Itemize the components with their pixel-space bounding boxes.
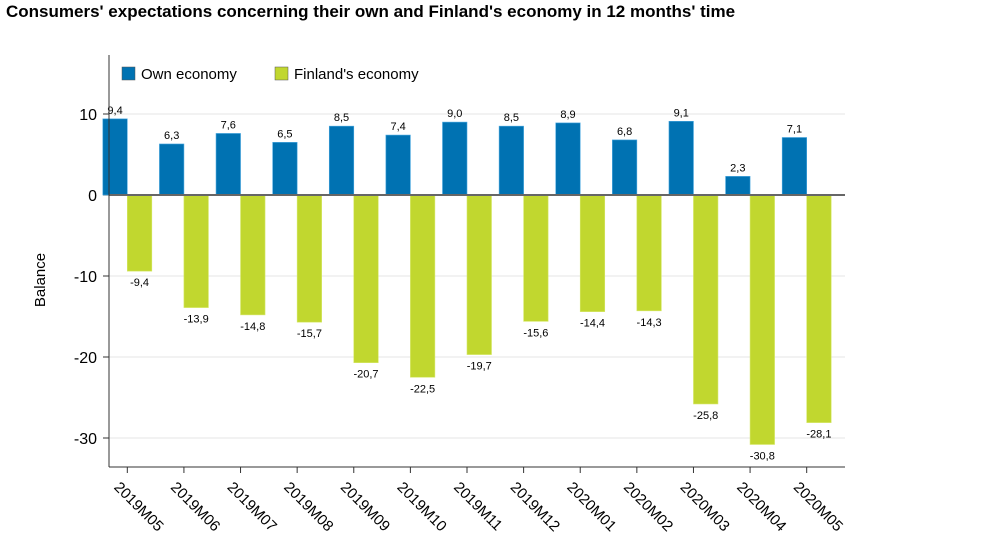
data-label: 6,8 (617, 126, 632, 138)
y-axis-label: Balance (32, 253, 49, 307)
data-label: -14,3 (637, 317, 662, 329)
y-tick-label: 0 (88, 188, 97, 205)
bar-finland (353, 194, 379, 363)
bar-own (272, 142, 298, 196)
data-label: -30,8 (750, 450, 775, 462)
x-tick-label: 2020M05 (790, 479, 846, 535)
x-tick-label: 2020M01 (563, 479, 619, 535)
x-tick-label: 2019M09 (337, 479, 393, 535)
x-tick-label: 2019M12 (507, 479, 563, 535)
x-tick-label: 2020M02 (620, 479, 676, 535)
bar-own (385, 134, 411, 196)
data-label: -28,1 (806, 429, 831, 441)
bar-finland (296, 194, 322, 323)
bar-own (725, 176, 751, 196)
bar-own (159, 143, 185, 196)
data-label: 7,1 (787, 123, 802, 135)
data-label: 9,1 (674, 107, 689, 119)
data-label: 8,5 (334, 112, 349, 124)
bar-finland (240, 194, 266, 316)
bar-own (555, 122, 581, 196)
chart-title: Consumers' expectations concerning their… (6, 2, 736, 21)
bar-finland (806, 194, 832, 423)
bar-finland (523, 194, 549, 322)
data-label: -9,4 (130, 277, 149, 289)
bar-finland (579, 194, 606, 312)
data-label: -15,6 (523, 327, 548, 339)
x-tick-label: 2019M11 (450, 479, 505, 534)
bar-finland (466, 194, 492, 355)
data-label: 7,4 (390, 121, 405, 133)
bar-finland (127, 194, 153, 272)
bar-finland (183, 194, 209, 308)
x-tick-label: 2019M08 (280, 479, 336, 535)
x-tick-label: 2020M04 (733, 479, 789, 535)
x-tick-label: 2019M05 (110, 479, 166, 535)
data-label: 2,3 (730, 162, 745, 174)
data-label: 8,5 (504, 112, 519, 124)
data-label: 6,3 (164, 130, 179, 142)
bar-own (215, 133, 241, 196)
legend-swatch (121, 66, 136, 81)
x-tick-label: 2019M07 (224, 479, 280, 535)
data-label: -13,9 (184, 314, 209, 326)
bar-own (781, 137, 807, 196)
bar-own (668, 120, 694, 196)
data-label: 9,4 (107, 105, 122, 117)
bar-own (612, 139, 638, 196)
bar-own (442, 121, 468, 196)
data-label: -25,8 (693, 410, 718, 422)
bar-finland (410, 194, 436, 378)
data-label: -20,7 (353, 369, 378, 381)
x-tick-label: 2020M03 (677, 479, 733, 535)
y-tick-label: -30 (74, 431, 97, 448)
y-tick-label: -20 (74, 350, 97, 367)
data-label: 7,6 (221, 119, 236, 131)
data-label: -14,4 (580, 318, 605, 330)
bar-own (102, 118, 128, 196)
x-tick-label: 2019M10 (394, 479, 450, 535)
bar-own (328, 125, 355, 196)
y-tick-label: -10 (74, 269, 97, 286)
legend-swatch (274, 66, 289, 81)
data-label: -15,7 (297, 328, 322, 340)
data-label: -19,7 (467, 361, 492, 373)
data-label: 6,5 (277, 128, 292, 140)
legend-label: Finland's economy (294, 66, 419, 83)
legend-label: Own economy (141, 66, 237, 83)
data-label: -14,8 (240, 321, 265, 333)
data-label: 9,0 (447, 108, 462, 120)
bar-finland (693, 194, 719, 405)
bar-finland (749, 194, 775, 445)
bar-own (498, 125, 524, 196)
y-tick-label: 10 (79, 107, 97, 124)
bar-finland (636, 194, 662, 312)
x-tick-label: 2019M06 (167, 479, 223, 535)
data-label: 8,9 (560, 109, 575, 121)
data-label: -22,5 (410, 383, 435, 395)
